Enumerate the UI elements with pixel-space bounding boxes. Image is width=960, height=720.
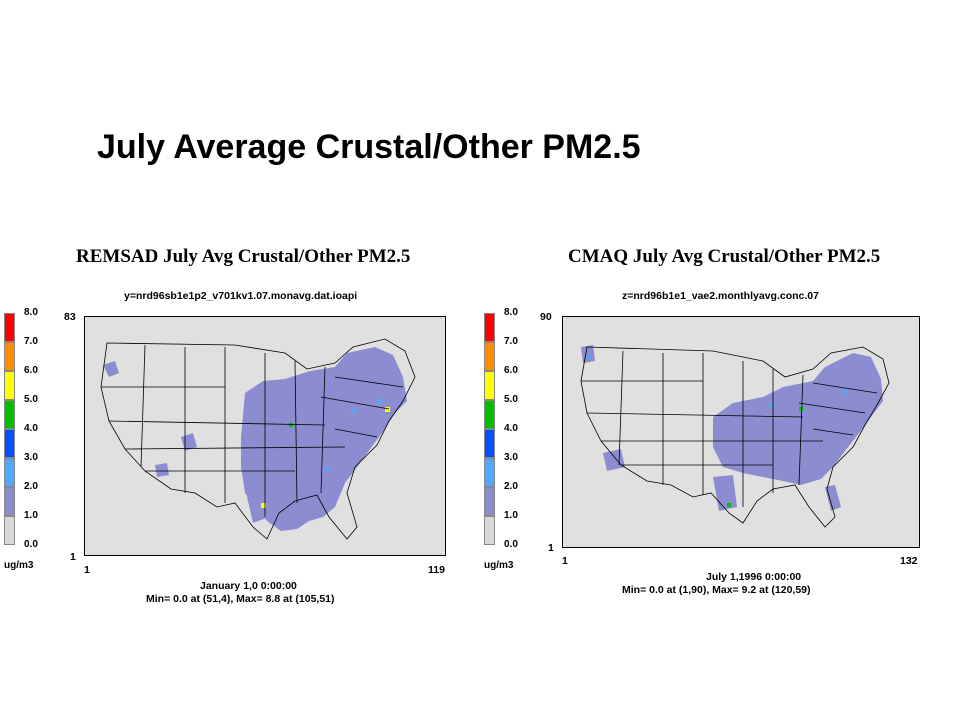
hotspot [385, 407, 390, 412]
us-outline [100, 338, 416, 540]
y-min-label: 1 [548, 542, 554, 554]
northwest-patch [103, 361, 119, 377]
hotspot [587, 355, 591, 359]
boundary-layer [100, 338, 416, 540]
boundary-layer [580, 346, 890, 528]
hotspot [289, 423, 293, 427]
file-label: z=nrd96b1e1_vae2.monthlyavg.conc.07 [622, 290, 819, 302]
hotspot [727, 503, 731, 507]
legend-swatch [4, 371, 15, 400]
legend-swatch [4, 487, 15, 516]
legend-tick: 0.0 [24, 539, 38, 550]
southwest-patch [713, 475, 737, 511]
florida-patch [825, 485, 841, 511]
legend-tick: 8.0 [504, 307, 518, 318]
hotspot [325, 467, 329, 471]
hotspot [377, 399, 382, 404]
hotspot [769, 403, 773, 407]
legend-unit: ug/m3 [484, 560, 514, 571]
x-max-label: 119 [428, 564, 445, 576]
legend-tick: 5.0 [24, 394, 38, 405]
y-max-label: 90 [540, 311, 552, 323]
southwest-patch [155, 463, 169, 477]
eastern-plume [713, 353, 883, 485]
min-max-stats: Min= 0.0 at (51,4), Max= 8.8 at (105,51) [146, 593, 335, 605]
legend-tick: 5.0 [504, 394, 518, 405]
date-stamp: January 1,0 0:00:00 [200, 580, 297, 592]
legend-swatch [4, 429, 15, 458]
legend-swatch [484, 458, 495, 487]
file-label: y=nrd96sb1e1p2_v701kv1.07.monavg.dat.ioa… [124, 290, 358, 302]
x-min-label: 1 [84, 564, 90, 576]
plume-layer [103, 347, 407, 531]
mountain-patch [603, 449, 625, 471]
cmaq-panel: CMAQ July Avg Crustal/Other PM2.5 z=nrd9… [480, 240, 950, 620]
legend-tick: 1.0 [24, 510, 38, 521]
state-lines [101, 344, 404, 517]
legend-swatch [484, 313, 495, 342]
state-lines [581, 350, 878, 507]
hotspot-layer [587, 355, 847, 507]
hotspot [843, 389, 847, 393]
northwest-patch [581, 345, 595, 363]
legend-swatch [484, 400, 495, 429]
legend-tick: 3.0 [24, 452, 38, 463]
legend-swatch [4, 516, 15, 545]
hotspot [351, 409, 355, 413]
panel-title: CMAQ July Avg Crustal/Other PM2.5 [568, 246, 881, 267]
legend-swatch [4, 400, 15, 429]
concentration-map [562, 316, 920, 548]
x-min-label: 1 [562, 555, 568, 567]
hotspot [799, 407, 803, 411]
concentration-map [84, 316, 446, 556]
us-map-svg [580, 345, 890, 528]
x-max-label: 132 [900, 555, 918, 567]
texas-patch [247, 493, 269, 523]
panel-title: REMSAD July Avg Crustal/Other PM2.5 [76, 246, 411, 267]
color-legend: 8.0 7.0 6.0 5.0 4.0 3.0 2.0 1.0 0.0 ug/m… [484, 307, 528, 573]
hotspot [261, 503, 266, 508]
legend-tick: 6.0 [24, 365, 38, 376]
us-map-svg [100, 338, 416, 540]
y-max-label: 83 [64, 311, 76, 323]
legend-tick: 4.0 [504, 423, 518, 434]
legend-tick: 2.0 [24, 481, 38, 492]
legend-tick: 7.0 [504, 336, 518, 347]
eastern-plume [241, 347, 407, 531]
legend-swatch [4, 342, 15, 371]
legend-swatch [484, 516, 495, 545]
legend-tick: 6.0 [504, 365, 518, 376]
color-legend: 8.0 7.0 6.0 5.0 4.0 3.0 2.0 1.0 0.0 ug/m… [4, 307, 48, 573]
legend-swatch [484, 342, 495, 371]
legend-swatch [484, 429, 495, 458]
hotspot-layer [261, 399, 390, 508]
min-max-stats: Min= 0.0 at (1,90), Max= 9.2 at (120,59) [622, 584, 811, 596]
y-min-label: 1 [70, 551, 76, 563]
legend-swatch [484, 371, 495, 400]
legend-swatch [4, 313, 15, 342]
remsad-panel: REMSAD July Avg Crustal/Other PM2.5 y=nr… [0, 240, 470, 620]
legend-tick: 3.0 [504, 452, 518, 463]
plume-layer [581, 345, 883, 511]
legend-tick: 2.0 [504, 481, 518, 492]
legend-tick: 1.0 [504, 510, 518, 521]
legend-tick: 4.0 [24, 423, 38, 434]
legend-tick: 8.0 [24, 307, 38, 318]
slide-title: July Average Crustal/Other PM2.5 [97, 128, 641, 166]
us-outline [580, 346, 890, 528]
legend-unit: ug/m3 [4, 560, 34, 571]
legend-tick: 0.0 [504, 539, 518, 550]
legend-swatch [4, 458, 15, 487]
date-stamp: July 1,1996 0:00:00 [706, 571, 802, 583]
legend-tick: 7.0 [24, 336, 38, 347]
legend-swatch [484, 487, 495, 516]
